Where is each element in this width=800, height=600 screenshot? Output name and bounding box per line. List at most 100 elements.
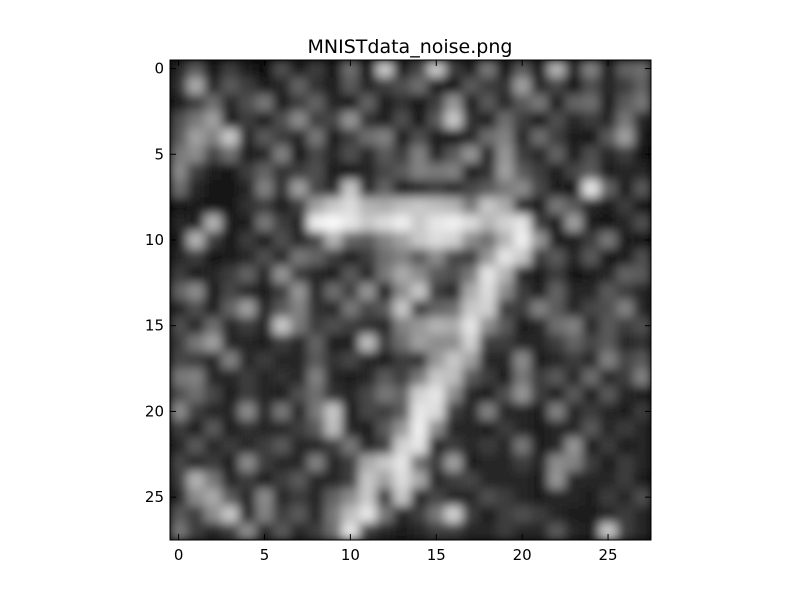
heatmap-cell bbox=[565, 180, 583, 198]
heatmap-cell bbox=[204, 128, 223, 147]
heatmap-cell bbox=[341, 368, 360, 387]
heatmap-cell bbox=[221, 368, 240, 387]
heatmap-cell bbox=[221, 128, 240, 147]
heatmap-cell bbox=[565, 162, 583, 181]
heatmap-cell bbox=[427, 317, 446, 335]
heatmap-cell bbox=[633, 402, 651, 421]
heatmap-cell bbox=[273, 231, 291, 250]
heatmap-cell bbox=[170, 368, 188, 387]
heatmap-cell bbox=[221, 300, 240, 318]
heatmap-cell bbox=[358, 197, 377, 215]
heatmap-cell bbox=[358, 402, 377, 421]
heatmap-cell bbox=[324, 282, 343, 301]
heatmap-cell bbox=[599, 505, 618, 524]
heatmap-cell bbox=[513, 231, 532, 250]
heatmap-cell bbox=[238, 145, 257, 164]
heatmap-cell bbox=[358, 420, 377, 438]
heatmap-cell bbox=[393, 471, 412, 490]
heatmap-cell bbox=[530, 420, 549, 438]
heatmap-cell bbox=[358, 248, 377, 267]
heatmap-cell bbox=[530, 522, 549, 540]
heatmap-cell bbox=[273, 197, 291, 215]
heatmap-cell bbox=[513, 60, 532, 78]
heatmap-cell bbox=[565, 437, 583, 455]
heatmap-cell bbox=[462, 454, 480, 473]
heatmap-cell bbox=[221, 420, 240, 438]
heatmap-cell bbox=[341, 214, 360, 233]
heatmap-cell bbox=[547, 145, 566, 164]
heatmap-cell bbox=[393, 522, 412, 540]
chart-title: MNISTdata_noise.png bbox=[308, 36, 513, 58]
heatmap-cell bbox=[410, 145, 429, 164]
heatmap-cell bbox=[187, 488, 205, 507]
x-tick-label: 10 bbox=[341, 546, 360, 564]
heatmap-cell bbox=[290, 111, 309, 130]
heatmap-cell bbox=[273, 111, 291, 130]
heatmap-cell bbox=[204, 522, 223, 540]
heatmap-cell bbox=[599, 248, 618, 267]
heatmap-cell bbox=[410, 437, 429, 455]
heatmap-cell bbox=[462, 471, 480, 490]
heatmap-cell bbox=[393, 94, 412, 113]
heatmap-cell bbox=[341, 522, 360, 540]
heatmap-cell bbox=[616, 60, 635, 78]
heatmap-cell bbox=[393, 437, 412, 455]
heatmap-cell bbox=[273, 385, 291, 404]
heatmap-cell bbox=[204, 334, 223, 353]
heatmap-cell bbox=[513, 471, 532, 490]
heatmap-cell bbox=[582, 60, 601, 78]
heatmap-cell bbox=[393, 300, 412, 318]
heatmap-cell bbox=[462, 77, 480, 95]
heatmap-cell bbox=[599, 488, 618, 507]
heatmap-cell bbox=[530, 180, 549, 198]
heatmap-cell bbox=[547, 77, 566, 95]
heatmap-cell bbox=[358, 282, 377, 301]
heatmap-cell bbox=[565, 128, 583, 147]
heatmap-cell bbox=[358, 60, 377, 78]
heatmap-cell bbox=[444, 488, 463, 507]
heatmap-cell bbox=[530, 488, 549, 507]
heatmap-cell bbox=[255, 60, 274, 78]
heatmap-cell bbox=[565, 231, 583, 250]
heatmap-cell bbox=[307, 214, 326, 233]
heatmap-cell bbox=[444, 180, 463, 198]
heatmap-cell bbox=[324, 180, 343, 198]
heatmap-cell bbox=[462, 60, 480, 78]
heatmap-cell bbox=[427, 214, 446, 233]
heatmap-cell bbox=[221, 162, 240, 181]
heatmap-cell bbox=[479, 300, 497, 318]
heatmap-cell bbox=[513, 162, 532, 181]
heatmap-cell bbox=[358, 334, 377, 353]
heatmap-cell bbox=[358, 180, 377, 198]
heatmap-cell bbox=[204, 77, 223, 95]
heatmap-cell bbox=[170, 248, 188, 267]
heatmap-cell bbox=[616, 300, 635, 318]
heatmap-cell bbox=[204, 60, 223, 78]
heatmap-cell bbox=[204, 231, 223, 250]
heatmap-cell bbox=[358, 522, 377, 540]
heatmap-cell bbox=[496, 351, 515, 370]
heatmap-cell bbox=[633, 214, 651, 233]
heatmap-cell bbox=[204, 454, 223, 473]
heatmap-cell bbox=[513, 454, 532, 473]
heatmap-cell bbox=[238, 351, 257, 370]
heatmap-cell bbox=[633, 248, 651, 267]
heatmap-cell bbox=[221, 334, 240, 353]
heatmap-cell bbox=[341, 248, 360, 267]
heatmap-cell bbox=[479, 471, 497, 490]
heatmap-cell bbox=[530, 368, 549, 387]
heatmap-cell bbox=[513, 505, 532, 524]
heatmap-cell bbox=[204, 248, 223, 267]
heatmap-cell bbox=[599, 180, 618, 198]
heatmap-cell bbox=[307, 454, 326, 473]
heatmap-cell bbox=[358, 385, 377, 404]
heatmap-cell bbox=[616, 94, 635, 113]
heatmap-cell bbox=[393, 334, 412, 353]
heatmap-cell bbox=[238, 368, 257, 387]
heatmap-cell bbox=[307, 317, 326, 335]
heatmap-cell bbox=[393, 420, 412, 438]
heatmap-cell bbox=[410, 231, 429, 250]
heatmap-cell bbox=[307, 60, 326, 78]
heatmap-cell bbox=[599, 128, 618, 147]
heatmap-cell bbox=[496, 77, 515, 95]
